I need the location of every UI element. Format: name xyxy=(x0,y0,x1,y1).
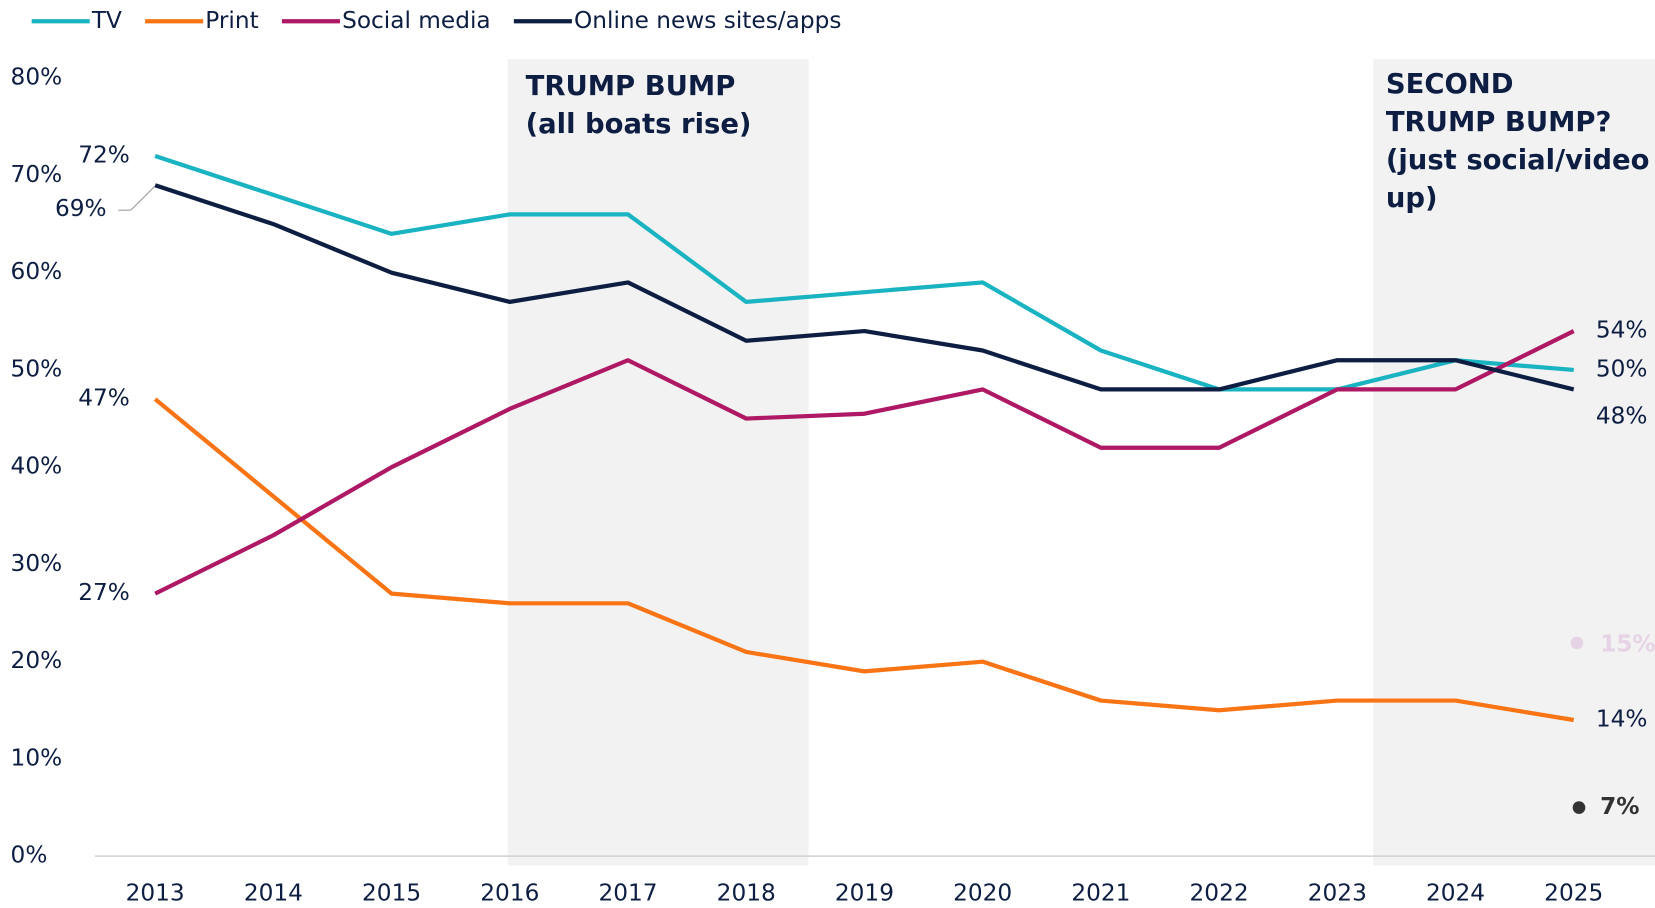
x-tick-label: 2019 xyxy=(835,880,894,907)
x-tick-label: 2024 xyxy=(1426,880,1485,907)
annotation: TRUMP BUMP? xyxy=(1386,107,1612,138)
value-label: 47% xyxy=(78,385,130,412)
annotation: SECOND xyxy=(1386,69,1514,100)
y-tick-label: 40% xyxy=(11,453,63,480)
x-tick-label: 2016 xyxy=(480,880,539,907)
x-tick-label: 2025 xyxy=(1544,880,1603,907)
annotation: (all boats rise) xyxy=(526,109,752,140)
value-label: 72% xyxy=(78,142,130,169)
legend-label: Print xyxy=(205,7,258,34)
x-tick-label: 2023 xyxy=(1308,880,1367,907)
series-line xyxy=(153,397,1575,723)
x-tick-label: 2017 xyxy=(598,880,657,907)
annotation: 15% xyxy=(1600,631,1655,658)
legend-label: Social media xyxy=(342,7,491,34)
y-tick-label: 30% xyxy=(11,550,63,577)
y-tick-label: 80% xyxy=(11,64,63,91)
x-tick-label: 2015 xyxy=(362,880,421,907)
series-line xyxy=(154,329,1575,596)
value-label: 69% xyxy=(55,195,107,222)
y-tick-label: 50% xyxy=(11,355,63,382)
y-tick-label: 10% xyxy=(11,744,63,771)
value-label: 50% xyxy=(1596,355,1648,382)
x-tick-label: 2014 xyxy=(244,880,303,907)
y-tick-label: 70% xyxy=(11,161,63,188)
x-tick-label: 2013 xyxy=(126,880,185,907)
y-tick-label: 20% xyxy=(11,647,63,674)
x-tick-label: 2022 xyxy=(1190,880,1249,907)
series-line xyxy=(154,154,1574,392)
y-tick-label: 60% xyxy=(11,258,63,285)
x-tick-label: 2020 xyxy=(953,880,1012,907)
y-tick-label: 0% xyxy=(11,842,48,869)
series-line xyxy=(154,183,1575,392)
value-label: 27% xyxy=(78,579,130,606)
shaded-region xyxy=(507,59,809,866)
legend-label: TV xyxy=(91,7,122,34)
leader-line xyxy=(130,185,156,211)
value-label: 14% xyxy=(1596,706,1648,733)
value-label: 48% xyxy=(1596,402,1648,429)
shaded-region xyxy=(1373,59,1655,866)
annotation-dot xyxy=(1570,636,1584,650)
annotation: up) xyxy=(1386,183,1438,214)
annotation: TRUMP BUMP xyxy=(526,71,736,102)
value-label: 54% xyxy=(1596,317,1648,344)
annotation: 7% xyxy=(1600,793,1639,820)
legend-label: Online news sites/apps xyxy=(574,7,841,34)
x-tick-label: 2021 xyxy=(1071,880,1130,907)
x-tick-label: 2018 xyxy=(717,880,776,907)
annotation: (just social/video xyxy=(1386,145,1650,176)
annotation-dot xyxy=(1572,801,1586,814)
